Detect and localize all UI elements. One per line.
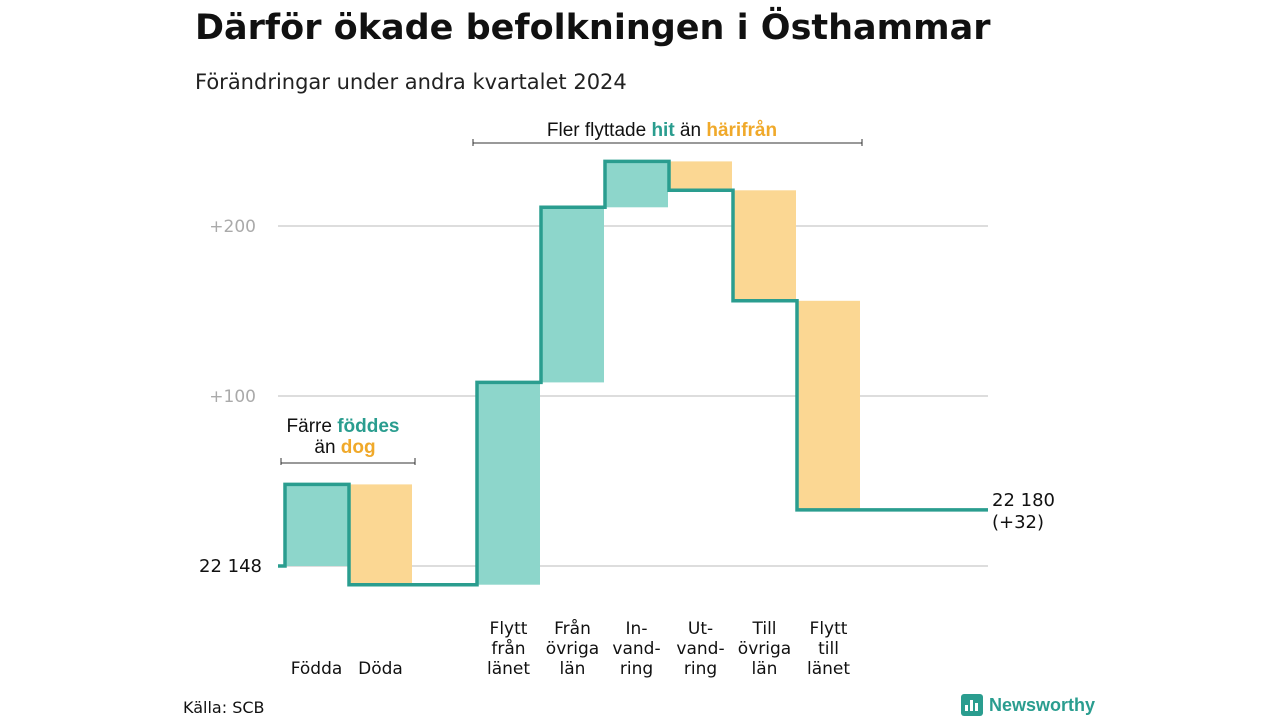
- y-tick-label: +100: [209, 387, 256, 407]
- source-note: Källa: SCB: [183, 698, 265, 717]
- y-tick-label: +200: [209, 217, 256, 237]
- category-label: län: [752, 659, 778, 679]
- chart-title: Därför ökade befolkningen i Östhammar: [195, 8, 991, 48]
- brand-name: Newsworthy: [989, 694, 1096, 715]
- annotation-text: Färre: [287, 416, 338, 437]
- waterfall-bar: [797, 300, 860, 510]
- category-label: från: [491, 638, 525, 659]
- brand-logo[interactable]: Newsworthy: [961, 694, 1095, 716]
- category-label: övriga: [546, 639, 599, 659]
- category-label: ring: [620, 659, 653, 679]
- annotation-migration: Fler flyttade hit än härifrån: [547, 120, 777, 141]
- line-layer: [278, 159, 988, 587]
- cumulative-step-line: [278, 159, 988, 587]
- annotation-births-line1: Färre föddes: [287, 416, 400, 437]
- category-label: Döda: [358, 659, 403, 679]
- category-label: Till: [751, 619, 776, 639]
- category-label: Från: [554, 618, 591, 639]
- category-label: vand-: [676, 639, 724, 659]
- annotation-highlight-out: härifrån: [706, 120, 777, 141]
- category-label: ring: [684, 659, 717, 679]
- end-change-label: (+32): [992, 512, 1044, 533]
- category-label: till: [818, 639, 839, 659]
- chart-subtitle: Förändringar under andra kvartalet 2024: [195, 70, 627, 94]
- category-label: länet: [487, 659, 530, 679]
- annotation-text: än: [675, 120, 707, 141]
- waterfall-bar: [605, 161, 668, 208]
- annotation-bracket: [472, 139, 863, 146]
- waterfall-bar: [349, 484, 412, 585]
- start-value-label: 22 148: [199, 556, 262, 577]
- waterfall-bar: [541, 207, 604, 383]
- annotation-bracket: [280, 458, 416, 465]
- category-label: län: [560, 659, 586, 679]
- category-label: Flytt: [810, 619, 848, 639]
- category-label: Flytt: [490, 619, 528, 639]
- waterfall-bar: [285, 484, 348, 566]
- end-value-label: 22 180: [992, 490, 1055, 511]
- annotation-highlight-in: hit: [651, 120, 675, 141]
- category-label: länet: [807, 659, 850, 679]
- annotation-highlight-out: dog: [341, 437, 376, 458]
- category-label: Ut-: [688, 619, 713, 639]
- waterfall-bar: [669, 161, 732, 191]
- annotation-highlight-in: föddes: [337, 416, 399, 437]
- category-label: övriga: [738, 639, 791, 659]
- waterfall-bar: [733, 190, 796, 301]
- annotation-births-line2: än dog: [314, 437, 375, 458]
- category-label: vand-: [612, 639, 660, 659]
- waterfall-bar: [477, 382, 540, 585]
- category-label: Födda: [291, 659, 343, 679]
- annotation-text: än: [314, 437, 340, 458]
- chart-logo-icon: [961, 694, 983, 716]
- bars-layer: [285, 161, 860, 585]
- category-label: In-: [626, 619, 648, 639]
- annotation-text: Fler flyttade: [547, 120, 652, 141]
